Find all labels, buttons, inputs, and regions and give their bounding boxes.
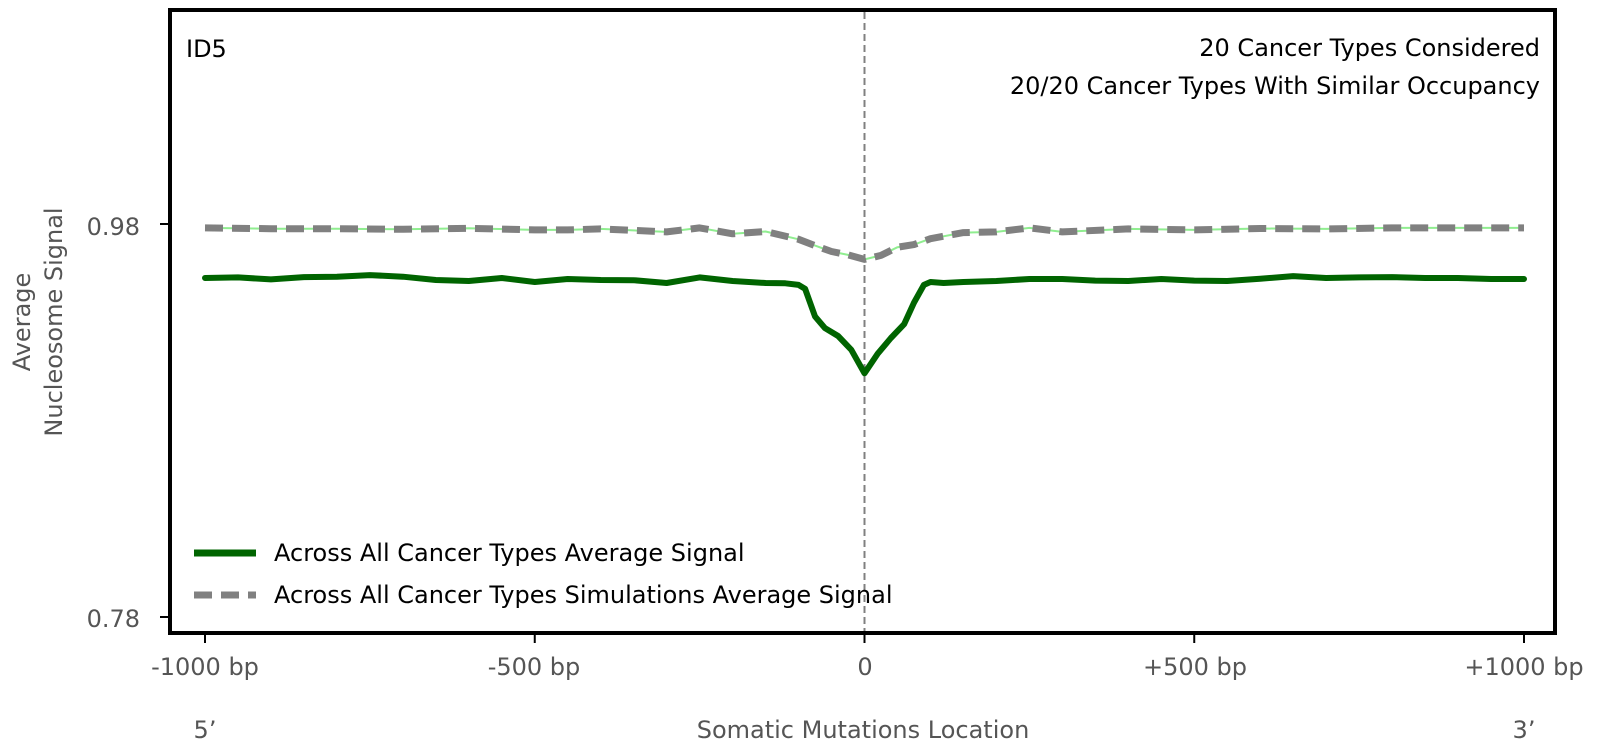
plot-frame bbox=[168, 8, 1557, 635]
legend: Across All Cancer Types Average Signal A… bbox=[194, 539, 893, 609]
series-simulated-line bbox=[204, 224, 1524, 263]
x-end-label-5prime: 5’ bbox=[194, 716, 217, 744]
plot-layer bbox=[160, 12, 1527, 643]
annotation-similar-occupancy: 20/20 Cancer Types With Similar Occupanc… bbox=[1010, 72, 1540, 100]
y-tick-label: 0.78 bbox=[87, 605, 140, 633]
y-axis-label-line-1: Average bbox=[8, 273, 36, 372]
legend-simulated-label: Across All Cancer Types Simulations Aver… bbox=[274, 581, 893, 609]
x-tick-label: -1000 bp bbox=[151, 653, 259, 681]
x-axis-label: Somatic Mutations Location bbox=[697, 716, 1030, 744]
legend-real-label: Across All Cancer Types Average Signal bbox=[274, 539, 745, 567]
x-tick-label: +1000 bp bbox=[1464, 653, 1583, 681]
x-tick-label: 0 bbox=[857, 653, 872, 681]
annotation-cancer-types: 20 Cancer Types Considered bbox=[1199, 34, 1540, 62]
y-tick-label: 0.98 bbox=[87, 213, 140, 241]
x-tick-label: -500 bp bbox=[488, 653, 581, 681]
x-end-label-3prime: 3’ bbox=[1513, 716, 1536, 744]
y-axis-label-group: Average Nucleosome Signal bbox=[8, 207, 68, 436]
series-real-line bbox=[202, 272, 1527, 377]
panel-label: ID5 bbox=[186, 35, 227, 63]
y-axis-label-line-2: Nucleosome Signal bbox=[40, 207, 68, 436]
x-tick-label: +500 bp bbox=[1143, 653, 1247, 681]
